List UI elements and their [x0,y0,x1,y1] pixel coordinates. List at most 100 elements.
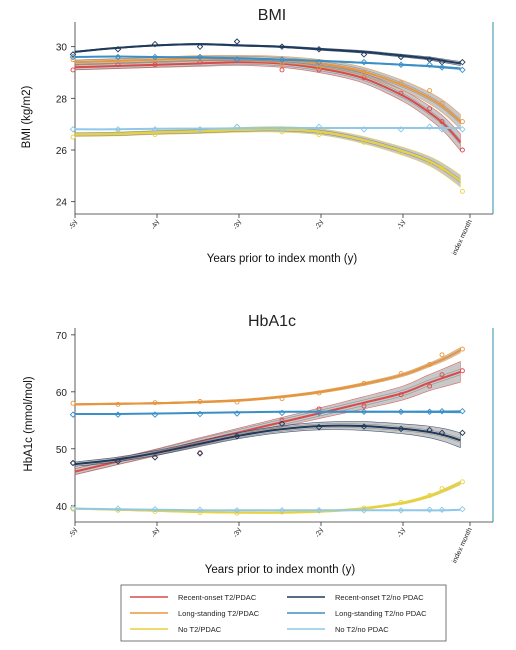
bmi-point-recent-onset-t2-pdac [279,67,285,73]
legend-label-recent-onset-t2-no-pdac: Recent-onset T2/no PDAC [335,593,424,602]
bmi-y-axis-label: BMI (kg/m2) [21,86,33,149]
hba1c-point-recent-onset-t2-pdac [398,392,404,398]
hba1c-x-tick-label: -5y [68,526,79,538]
hba1c-point-long-standing-t2-pdac [361,380,367,386]
hba1c-y-tick-label: 70 [56,331,68,342]
hba1c-point-recent-onset-t2-pdac [279,417,285,423]
hba1c-point-no-t2-no-pdac [426,506,433,513]
hba1c-point-long-standing-t2-pdac [152,400,158,406]
bmi-ci-hatch-lower-no-t2-pdac [74,130,461,183]
hba1c-point-long-standing-t2-pdac [398,371,404,377]
hba1c-title: HbA1c [248,313,296,330]
legend-box [120,584,447,642]
legend-label-no-t2-no-pdac: No T2/no PDAC [335,625,389,634]
hba1c-y-axis-label: HbA1c (mmol/mol) [23,376,35,471]
bmi-point-long-standing-t2-no-pdac [196,53,204,61]
bmi-point-no-t2-no-pdac [196,126,204,133]
hba1c-point-no-t2-no-pdac [438,506,446,513]
bmi-point-long-standing-t2-pdac [398,80,404,86]
hba1c-point-long-standing-t2-no-pdac [278,409,286,417]
bmi-title: BMI [258,7,286,24]
bmi-point-long-standing-t2-pdac [459,119,465,125]
bmi-line-recent-onset-t2-pdac [74,61,462,143]
hba1c-x-tick-label: -2y [314,526,325,538]
bmi-point-long-standing-t2-pdac [439,101,445,106]
hba1c-point-long-standing-t2-no-pdac [397,408,405,415]
bmi-x-tick-label: -1y [396,218,407,230]
bmi-y-tick-label: 24 [56,198,68,209]
hba1c-ci-hatch-lower-recent-onset-t2-no-pdac [74,427,461,467]
bmi-x-tick-label: -2y [314,218,325,230]
bmi-point-no-t2-no-pdac [397,126,405,133]
hba1c-ci-hatch-upper-recent-onset-t2-pdac [74,368,461,469]
legend-label-no-t2-pdac: No T2/PDAC [178,625,222,634]
hba1c-point-recent-onset-t2-pdac [427,383,433,389]
hba1c-point-long-standing-t2-pdac [459,346,465,352]
hba1c-point-recent-onset-t2-no-pdac [151,454,159,461]
bmi-x-axis-label: Years prior to index month (y) [207,253,358,265]
hba1c-point-no-t2-no-pdac [278,507,286,514]
hba1c-point-recent-onset-t2-pdac [361,403,367,409]
hba1c-line-no-t2-no-pdac [74,507,461,512]
hba1c-point-recent-onset-t2-no-pdac [438,429,446,437]
bmi-point-no-t2-pdac [427,160,433,166]
bmi-point-recent-onset-t2-no-pdac [360,51,368,58]
bmi-point-long-standing-t2-no-pdac [278,56,286,63]
hba1c-point-long-standing-t2-pdac [439,352,445,358]
hba1c-point-recent-onset-t2-no-pdac [360,423,368,430]
bmi-point-recent-onset-t2-no-pdac [459,58,466,66]
hba1c-point-long-standing-t2-no-pdac [426,408,433,415]
bmi-point-no-t2-no-pdac [315,123,323,130]
bmi-point-recent-onset-t2-pdac [316,67,322,73]
hba1c-point-recent-onset-t2-pdac [459,368,465,374]
legend: Recent-onset T2/PDAC Recent-onset T2/no P… [120,584,447,642]
bmi-point-recent-onset-t2-pdac [152,62,158,68]
bmi-point-no-t2-no-pdac [114,126,122,133]
hba1c-point-long-standing-t2-pdac [115,401,121,407]
bmi-y-tick-label: 30 [56,43,68,54]
hba1c-point-long-standing-t2-pdac [279,396,285,402]
hba1c-point-long-standing-t2-no-pdac [233,410,241,417]
bmi-point-no-t2-pdac [316,132,322,137]
bmi-point-recent-onset-t2-no-pdac [233,38,241,45]
hba1c-point-no-t2-pdac [398,499,404,505]
bmi-point-long-standing-t2-no-pdac [151,53,159,61]
bmi-y-tick-label: 28 [56,94,68,105]
hba1c-point-no-t2-no-pdac [397,507,405,514]
bmi-ci-band-no-t2-pdac [74,126,461,188]
hba1c-panel: HbA1c HbA1c (mmol/mol) Years prior to in… [23,313,494,576]
bmi-point-long-standing-t2-no-pdac [426,61,433,68]
hba1c-point-no-t2-no-pdac [69,504,77,512]
bmi-ci-band-recent-onset-t2-pdac [74,58,461,152]
bmi-point-long-standing-t2-no-pdac [360,58,368,66]
bmi-point-recent-onset-t2-pdac [70,67,76,73]
hba1c-point-no-t2-no-pdac [151,505,159,513]
bmi-y-tick-label: 26 [56,146,68,157]
bmi-point-recent-onset-t2-pdac [439,119,445,125]
hba1c-point-long-standing-t2-no-pdac [459,407,466,415]
hba1c-y-tick-label: 40 [56,502,68,513]
hba1c-point-long-standing-t2-no-pdac [438,407,446,415]
hba1c-x-tick-label: -4y [150,526,161,538]
hba1c-point-no-t2-no-pdac [233,507,241,514]
hba1c-point-long-standing-t2-no-pdac [69,411,77,418]
hba1c-point-recent-onset-t2-no-pdac [196,450,204,457]
bmi-panel: BMI BMI (kg/m2) Years prior to index mon… [21,7,494,265]
bmi-point-long-standing-t2-no-pdac [69,53,77,61]
bmi-point-no-t2-no-pdac [69,126,77,133]
hba1c-point-long-standing-t2-no-pdac [114,411,122,418]
hba1c-x-axis-label: Years prior to index month (y) [205,564,356,576]
hba1c-point-long-standing-t2-no-pdac [315,409,323,417]
hba1c-point-no-t2-no-pdac [315,507,323,514]
hba1c-point-no-t2-no-pdac [114,505,122,512]
hba1c-point-recent-onset-t2-no-pdac [315,423,323,431]
hba1c-y-tick-label: 50 [56,445,68,456]
hba1c-point-recent-onset-t2-pdac [439,372,445,378]
bmi-point-no-t2-no-pdac [151,126,159,133]
hba1c-x-tick-label: index month [451,527,474,565]
bmi-x-tick-label: -5y [68,218,79,230]
bmi-point-long-standing-t2-no-pdac [315,58,323,66]
hba1c-x-tick-label: -3y [232,526,243,538]
hba1c-point-long-standing-t2-pdac [197,399,203,404]
bmi-point-no-t2-no-pdac [459,126,466,133]
